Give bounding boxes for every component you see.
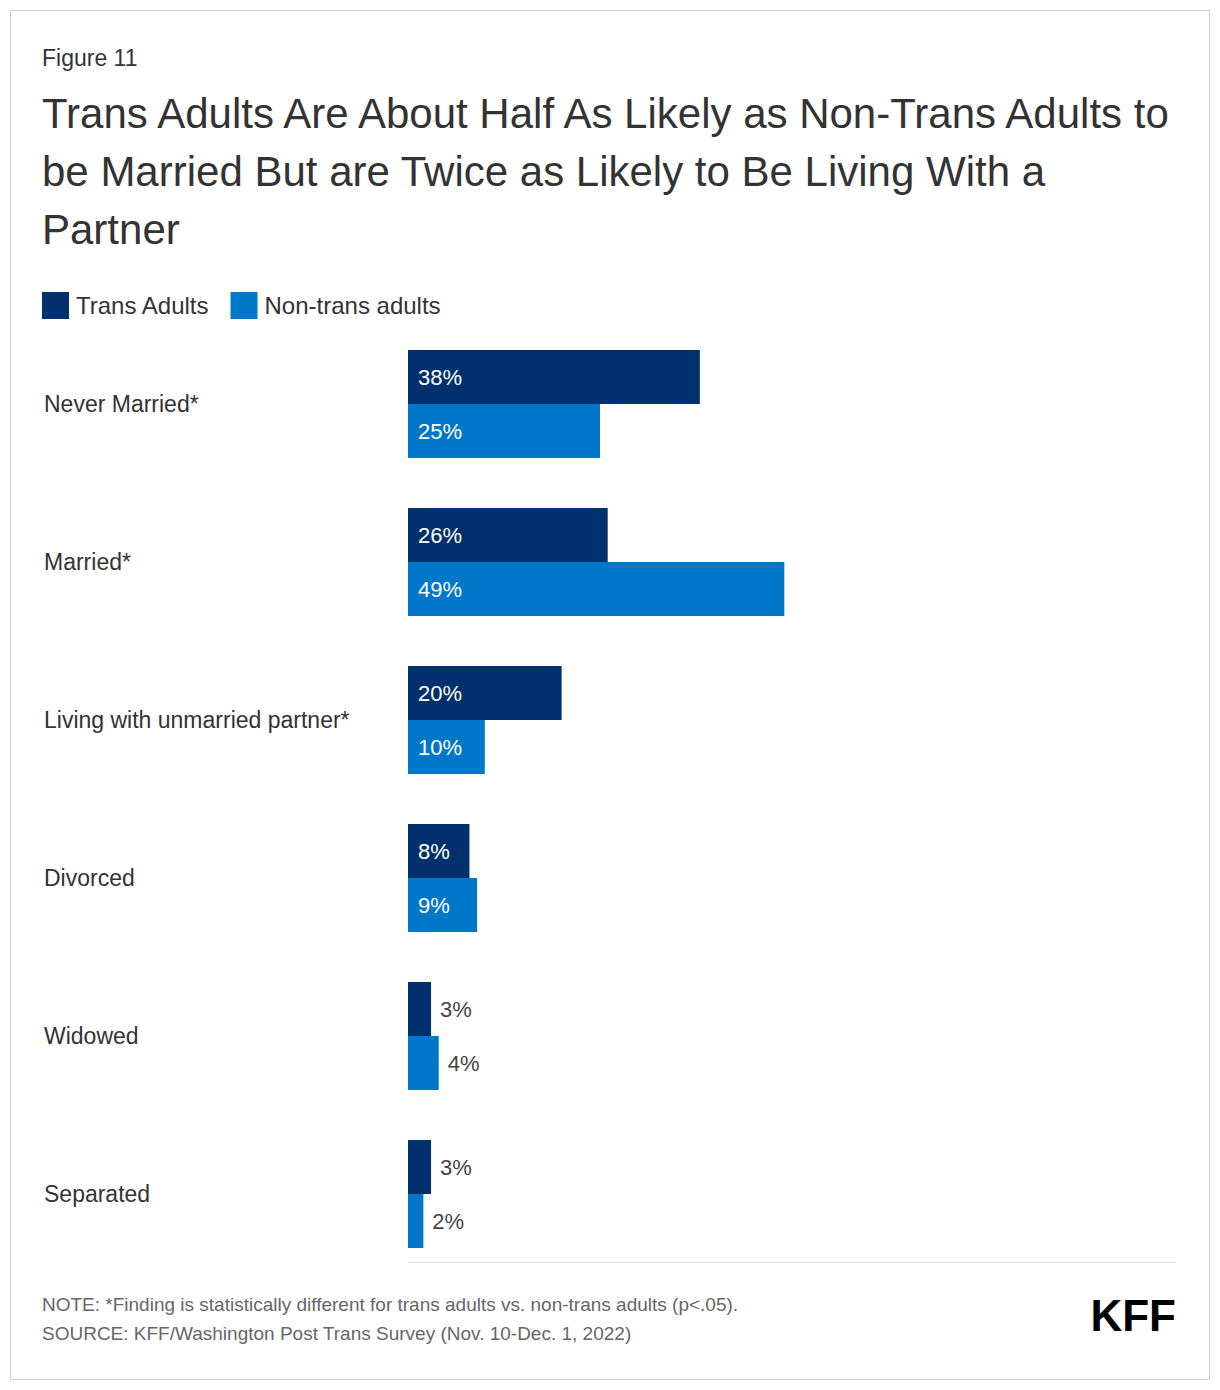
category-labels: Never Married* Married* Living with unmarr… <box>44 391 350 1207</box>
category-label: Never Married* <box>44 391 199 417</box>
data-label: 49% <box>418 577 462 602</box>
data-label: 4% <box>448 1051 480 1076</box>
bar <box>408 878 477 932</box>
bar <box>408 562 784 616</box>
data-label: 38% <box>418 365 462 390</box>
legend: Trans Adults Non-trans adults <box>42 292 441 319</box>
bar <box>408 1036 439 1090</box>
bar <box>408 508 608 562</box>
data-label: 9% <box>418 893 450 918</box>
category-label: Divorced <box>44 865 135 891</box>
bar <box>408 404 600 458</box>
bar <box>408 824 469 878</box>
bars <box>408 350 784 1248</box>
category-label: Married* <box>44 549 131 575</box>
bar <box>408 666 562 720</box>
bar <box>408 1194 423 1248</box>
data-label: 26% <box>418 523 462 548</box>
source: SOURCE: KFF/Washington Post Trans Survey… <box>42 1323 631 1344</box>
figure-label: Figure 11 <box>42 45 137 71</box>
category-label: Living with unmarried partner* <box>44 707 350 733</box>
bar <box>408 982 431 1036</box>
data-label: 25% <box>418 419 462 444</box>
title: Trans Adults Are About Half As Likely as… <box>42 90 1169 253</box>
logo: KFF <box>1090 1291 1176 1340</box>
category-label: Widowed <box>44 1023 139 1049</box>
data-label: 3% <box>440 997 472 1022</box>
bar <box>408 1140 431 1194</box>
legend-swatch <box>42 292 69 319</box>
data-label: 20% <box>418 681 462 706</box>
data-label: 3% <box>440 1155 472 1180</box>
legend-label: Non-trans adults <box>265 292 441 319</box>
legend-item: Non-trans adults <box>231 292 441 319</box>
legend-label: Trans Adults <box>76 292 209 319</box>
x-axis <box>409 1262 1177 1263</box>
axis-line <box>409 1262 1177 1263</box>
data-label: 8% <box>418 839 450 864</box>
data-label: 10% <box>418 735 462 760</box>
legend-swatch <box>231 292 258 319</box>
chart: Figure 11 Trans Adults Are About Half As … <box>0 0 1220 1390</box>
frame <box>11 11 1210 1380</box>
legend-item: Trans Adults <box>42 292 209 319</box>
data-labels: 38% 26% 20% 8% 3% 3% 25% 49% 10% 9% 4% 2% <box>418 365 480 1234</box>
note: NOTE: *Finding is statistically differen… <box>42 1294 738 1315</box>
bar <box>408 720 485 774</box>
data-label: 2% <box>432 1209 464 1234</box>
bar <box>408 350 700 404</box>
category-label: Separated <box>44 1181 150 1207</box>
